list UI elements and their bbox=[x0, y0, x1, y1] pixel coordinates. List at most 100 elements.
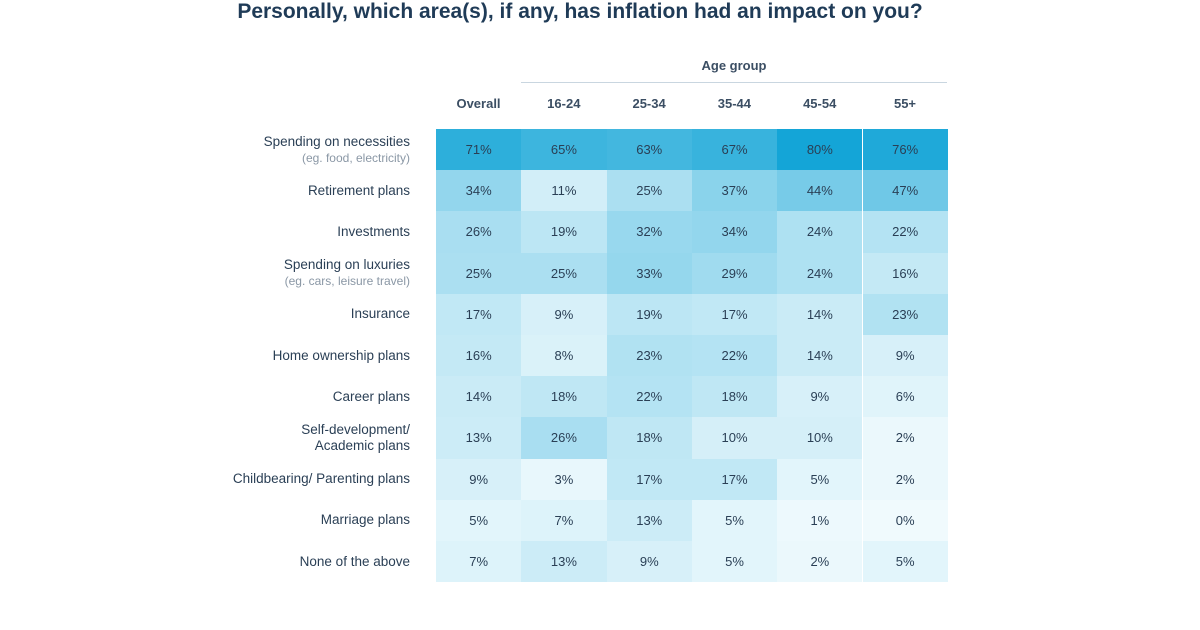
cell: 22% bbox=[862, 211, 948, 253]
cell: 34% bbox=[436, 170, 522, 212]
cell: 14% bbox=[777, 335, 863, 377]
cell: 9% bbox=[606, 541, 692, 583]
group-line bbox=[521, 82, 947, 83]
column-header: 45-54 bbox=[803, 96, 837, 111]
cell: 14% bbox=[436, 376, 522, 418]
cell: 13% bbox=[436, 417, 522, 459]
cell: 63% bbox=[606, 129, 692, 171]
cell: 25% bbox=[436, 252, 522, 294]
cell: 65% bbox=[521, 129, 607, 171]
cell: 5% bbox=[862, 541, 948, 583]
cell: 47% bbox=[862, 170, 948, 212]
group-header: Age group bbox=[701, 58, 767, 73]
cell: 26% bbox=[436, 211, 522, 253]
cell: 7% bbox=[436, 541, 522, 583]
column-header: 35-44 bbox=[717, 96, 752, 111]
row-label: Childbearing/ Parenting plans bbox=[150, 459, 410, 500]
cell: 16% bbox=[436, 335, 522, 377]
cell: 24% bbox=[777, 211, 863, 253]
row-label-text: Spending on luxuries bbox=[283, 257, 410, 273]
cell: 19% bbox=[606, 293, 692, 335]
row-label-line: Academic plans bbox=[314, 437, 410, 453]
cell: 76% bbox=[862, 129, 948, 171]
row-label-text: Insurance bbox=[350, 306, 410, 322]
cell: 80% bbox=[777, 129, 863, 171]
cell: 2% bbox=[777, 541, 863, 583]
cell: 1% bbox=[777, 499, 863, 541]
cell: 23% bbox=[862, 293, 948, 335]
cell: 10% bbox=[691, 417, 778, 459]
row-label-text: Spending on necessities bbox=[263, 133, 410, 149]
row-label: Insurance bbox=[150, 294, 410, 335]
cell: 22% bbox=[606, 376, 692, 418]
row-label-text: Investments bbox=[337, 223, 410, 239]
row-label-line: Self-development/ bbox=[301, 421, 410, 437]
cell: 3% bbox=[521, 458, 607, 500]
cell: 5% bbox=[691, 541, 778, 583]
title: Personally, which area(s), if any, has i… bbox=[237, 0, 923, 23]
cell: 5% bbox=[777, 458, 863, 500]
cell: 37% bbox=[691, 170, 778, 212]
cell: 25% bbox=[606, 170, 692, 212]
cell: 26% bbox=[521, 417, 607, 459]
cell: 25% bbox=[521, 252, 607, 294]
cell: 7% bbox=[521, 499, 607, 541]
row-label-text: Childbearing/ Parenting plans bbox=[232, 471, 410, 487]
cell: 22% bbox=[691, 335, 778, 377]
cell: 11% bbox=[521, 170, 607, 212]
row-label: Marriage plans bbox=[150, 500, 410, 541]
row-label: Retirement plans bbox=[150, 170, 410, 211]
cell: 44% bbox=[777, 170, 863, 212]
cell: 9% bbox=[862, 335, 948, 377]
cell: 5% bbox=[691, 499, 778, 541]
column-header: 25-34 bbox=[632, 96, 666, 111]
row-label: Investments bbox=[150, 211, 410, 252]
cell: 71% bbox=[436, 129, 522, 171]
cell: 9% bbox=[436, 458, 522, 500]
row-label: Spending on luxuries (eg. cars, leisure t… bbox=[150, 253, 410, 294]
cell: 33% bbox=[606, 252, 692, 294]
row-label: Self-development/Academic plans bbox=[150, 417, 410, 458]
cell: 17% bbox=[436, 293, 522, 335]
cell: 9% bbox=[777, 376, 863, 418]
row-label-text: Career plans bbox=[332, 388, 410, 404]
cell: 16% bbox=[862, 252, 948, 294]
column-header: 55+ bbox=[893, 96, 917, 111]
cell: 5% bbox=[436, 499, 522, 541]
cell: 2% bbox=[862, 458, 948, 500]
cell: 18% bbox=[521, 376, 607, 418]
row-label: Home ownership plans bbox=[150, 335, 410, 376]
cell: 17% bbox=[691, 458, 778, 500]
row-note: (eg. food, electricity) bbox=[301, 150, 410, 165]
row-note: (eg. cars, leisure travel) bbox=[284, 274, 410, 289]
cell: 0% bbox=[862, 499, 948, 541]
cell: 13% bbox=[606, 499, 692, 541]
cell: 17% bbox=[606, 458, 692, 500]
cell: 18% bbox=[606, 417, 692, 459]
cell: 32% bbox=[606, 211, 692, 253]
cell: 13% bbox=[521, 541, 607, 583]
cell: 9% bbox=[521, 293, 607, 335]
row-label-text: None of the above bbox=[299, 553, 410, 569]
cell: 2% bbox=[862, 417, 948, 459]
cell: 18% bbox=[691, 376, 778, 418]
row-label: Spending on necessities (eg. food, electr… bbox=[150, 129, 410, 170]
cell: 29% bbox=[691, 252, 778, 294]
column-header: Overall bbox=[456, 96, 501, 111]
cell: 6% bbox=[862, 376, 948, 418]
row-label: Career plans bbox=[150, 376, 410, 417]
row-label-text: Home ownership plans bbox=[272, 347, 410, 363]
row-label-text: Marriage plans bbox=[320, 512, 410, 528]
cell: 67% bbox=[691, 129, 778, 171]
cell: 34% bbox=[691, 211, 778, 253]
cell: 19% bbox=[521, 211, 607, 253]
cell: 14% bbox=[777, 293, 863, 335]
row-label: None of the above bbox=[150, 541, 410, 582]
row-label-text: Retirement plans bbox=[307, 182, 410, 198]
column-header: 16-24 bbox=[547, 96, 581, 111]
cell: 23% bbox=[606, 335, 692, 377]
cell: 24% bbox=[777, 252, 863, 294]
cell: 10% bbox=[777, 417, 863, 459]
cell: 8% bbox=[521, 335, 607, 377]
cell: 17% bbox=[691, 293, 778, 335]
